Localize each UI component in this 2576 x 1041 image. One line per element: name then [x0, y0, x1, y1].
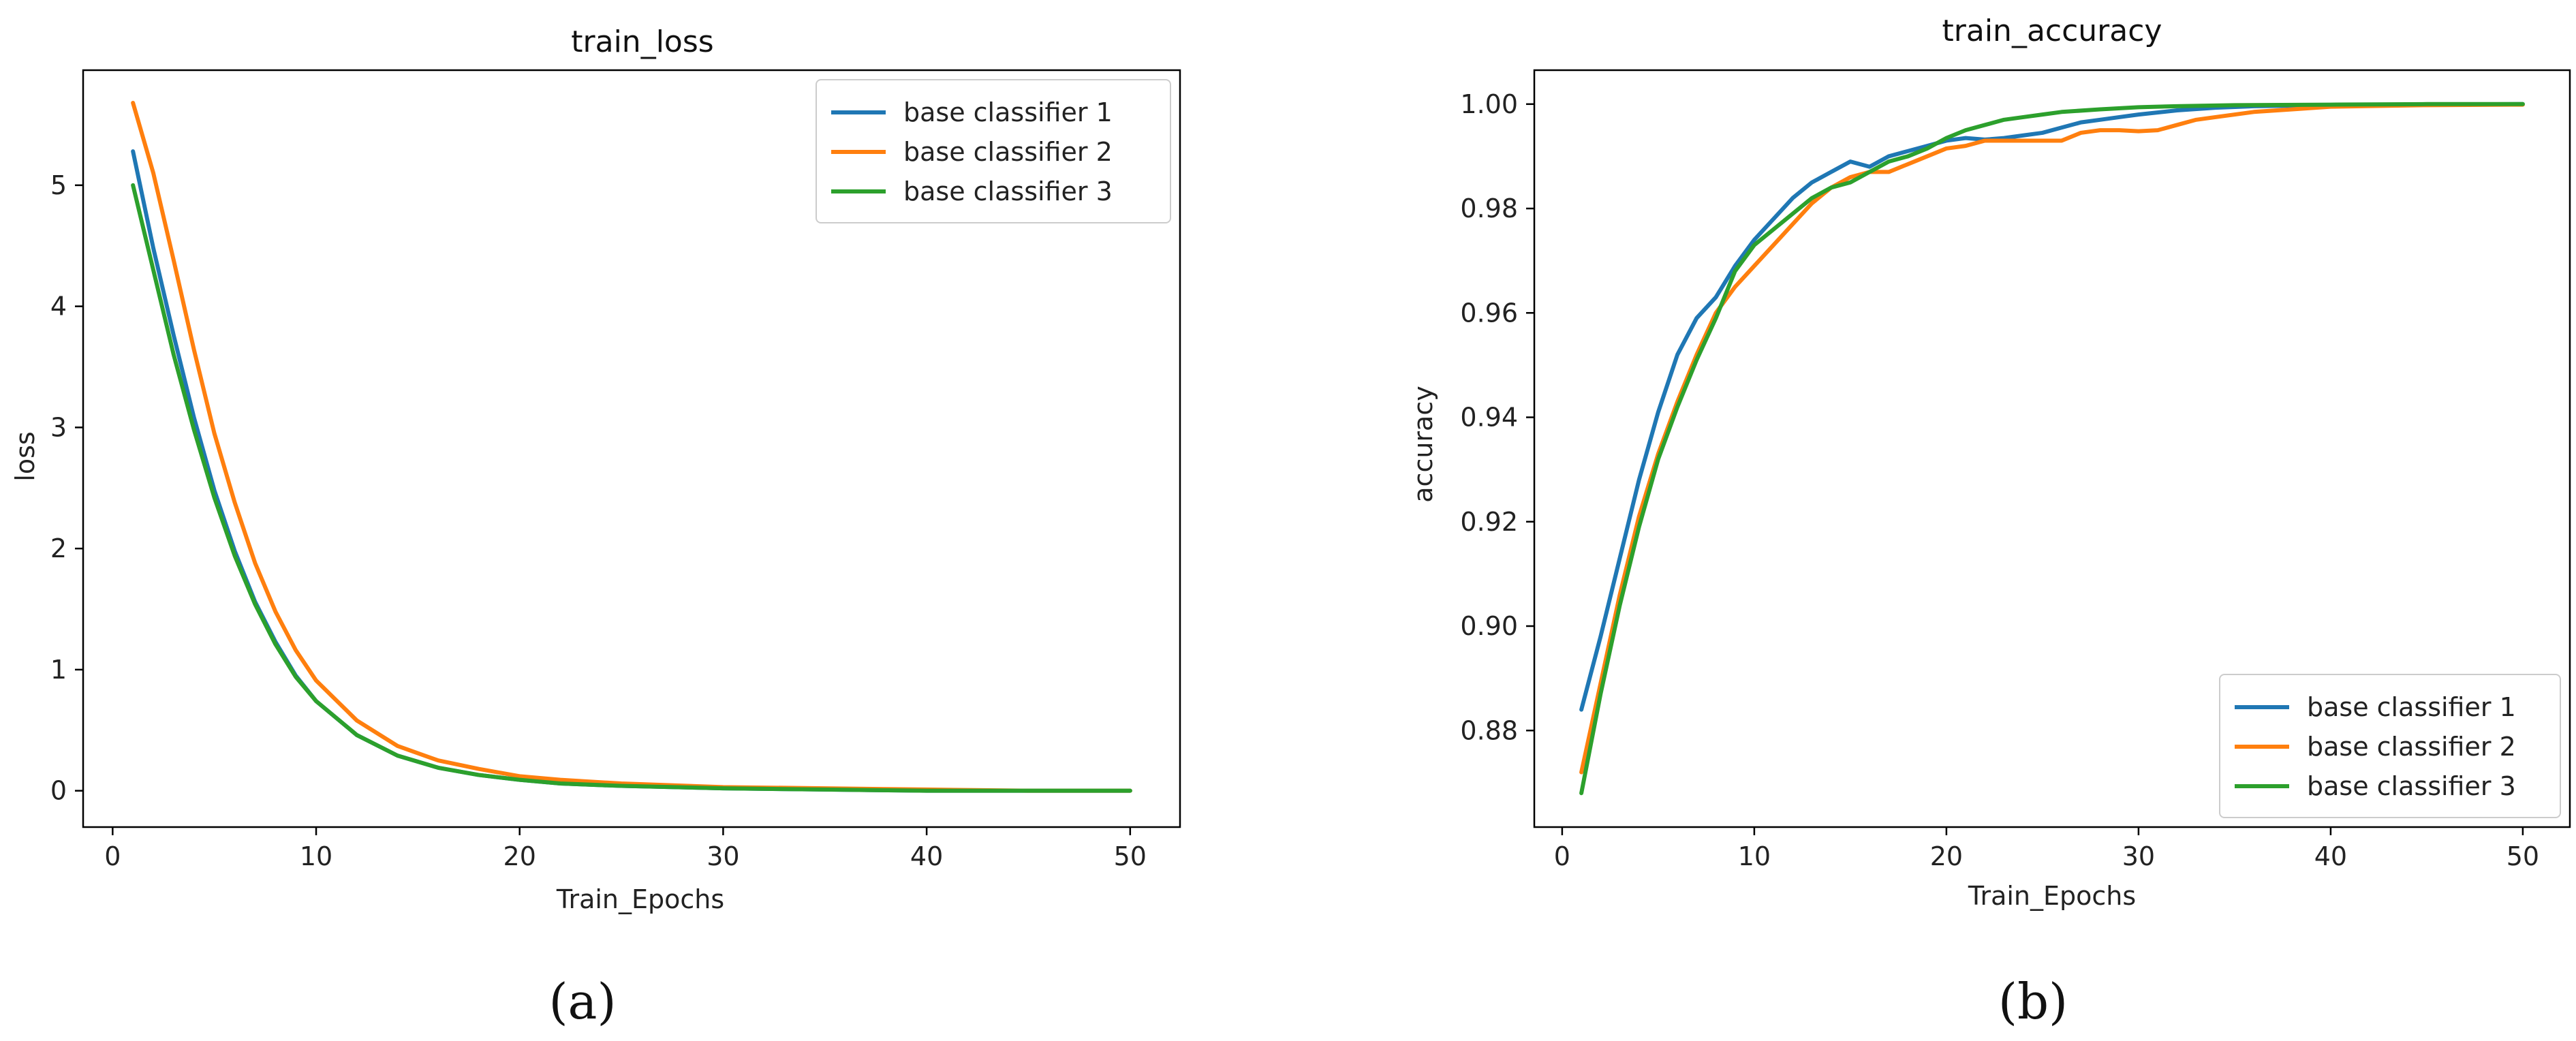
accuracy-y-tick-label: 0.90 [1460, 611, 1518, 641]
accuracy-legend-box [2219, 674, 2561, 818]
loss-axes-frame [82, 69, 1181, 828]
accuracy-legend-label-1: base classifier 1 [2307, 692, 2516, 722]
loss-y-tick-label: 2 [50, 533, 67, 563]
accuracy-series-line-3 [1579, 102, 2525, 796]
accuracy-y-tick-label: 0.92 [1460, 507, 1518, 537]
loss-chart-xlabel: Train_Epochs [556, 884, 724, 914]
accuracy-y-tick-label: 0.98 [1460, 193, 1518, 223]
loss-x-tick-label: 0 [104, 841, 121, 871]
loss-y-tick-label: 3 [50, 412, 67, 442]
accuracy-chart-title: train_accuracy [1942, 14, 2162, 48]
accuracy-chart-xlabel: Train_Epochs [1968, 881, 2136, 911]
accuracy-legend-label-2: base classifier 2 [2307, 732, 2516, 762]
loss-y-tick-label: 5 [50, 170, 67, 200]
accuracy-series-line-1 [1579, 102, 2525, 712]
accuracy-x-tick-label: 0 [1554, 841, 1570, 871]
accuracy-x-tick-label: 50 [2507, 841, 2539, 871]
accuracy-x-tick-label: 20 [1930, 841, 1963, 871]
loss-y-tick-label: 4 [50, 292, 67, 322]
loss-series-line-3 [131, 183, 1132, 793]
loss-legend: base classifier 1 base classifier 2 base c… [816, 79, 1171, 223]
accuracy-legend-label-3: base classifier 3 [2307, 771, 2516, 801]
loss-x-tick-label: 50 [1114, 841, 1147, 871]
accuracy-series-line-2 [1579, 102, 2525, 775]
panel-label-b: (b) [1998, 973, 2068, 1030]
loss-legend-box [816, 79, 1171, 223]
loss-x-tick-label: 10 [300, 841, 332, 871]
accuracy-y-tick-label: 0.88 [1460, 715, 1518, 745]
accuracy-chart-panel: train_accuracy 0 10 20 30 40 50 0.88 0.90 0.92 0.… [1408, 14, 2571, 1030]
accuracy-legend: base classifier 1 base classifier 2 base c… [2219, 674, 2561, 818]
loss-x-tick-label: 40 [910, 841, 943, 871]
panel-label-a: (a) [548, 973, 616, 1030]
accuracy-plot-area: 0 10 20 30 40 50 0.88 0.90 0.92 0.94 0.96 0.98 1.00 b… [1460, 69, 2571, 871]
loss-chart-title: train_loss [571, 25, 713, 59]
loss-x-tick-label: 20 [503, 841, 536, 871]
loss-chart-panel: train_loss 0 10 20 30 40 50 0 1 2 3 4 5 base classif… [10, 25, 1181, 1030]
loss-x-tick-label: 30 [707, 841, 739, 871]
accuracy-y-tick-label: 0.94 [1460, 403, 1518, 433]
loss-legend-label-3: base classifier 3 [903, 176, 1113, 206]
accuracy-y-tick-label: 1.00 [1460, 89, 1518, 119]
loss-y-tick-label: 1 [50, 655, 67, 685]
accuracy-chart-ylabel: accuracy [1408, 386, 1438, 502]
loss-y-tick-label: 0 [50, 776, 67, 806]
accuracy-x-tick-label: 40 [2314, 841, 2347, 871]
accuracy-x-tick-label: 30 [2122, 841, 2155, 871]
loss-legend-label-1: base classifier 1 [903, 97, 1113, 127]
accuracy-axes-frame [1533, 69, 2571, 828]
accuracy-y-tick-label: 0.96 [1460, 298, 1518, 328]
loss-legend-label-2: base classifier 2 [903, 137, 1113, 167]
loss-chart-ylabel: loss [10, 431, 40, 481]
accuracy-x-tick-label: 10 [1738, 841, 1771, 871]
